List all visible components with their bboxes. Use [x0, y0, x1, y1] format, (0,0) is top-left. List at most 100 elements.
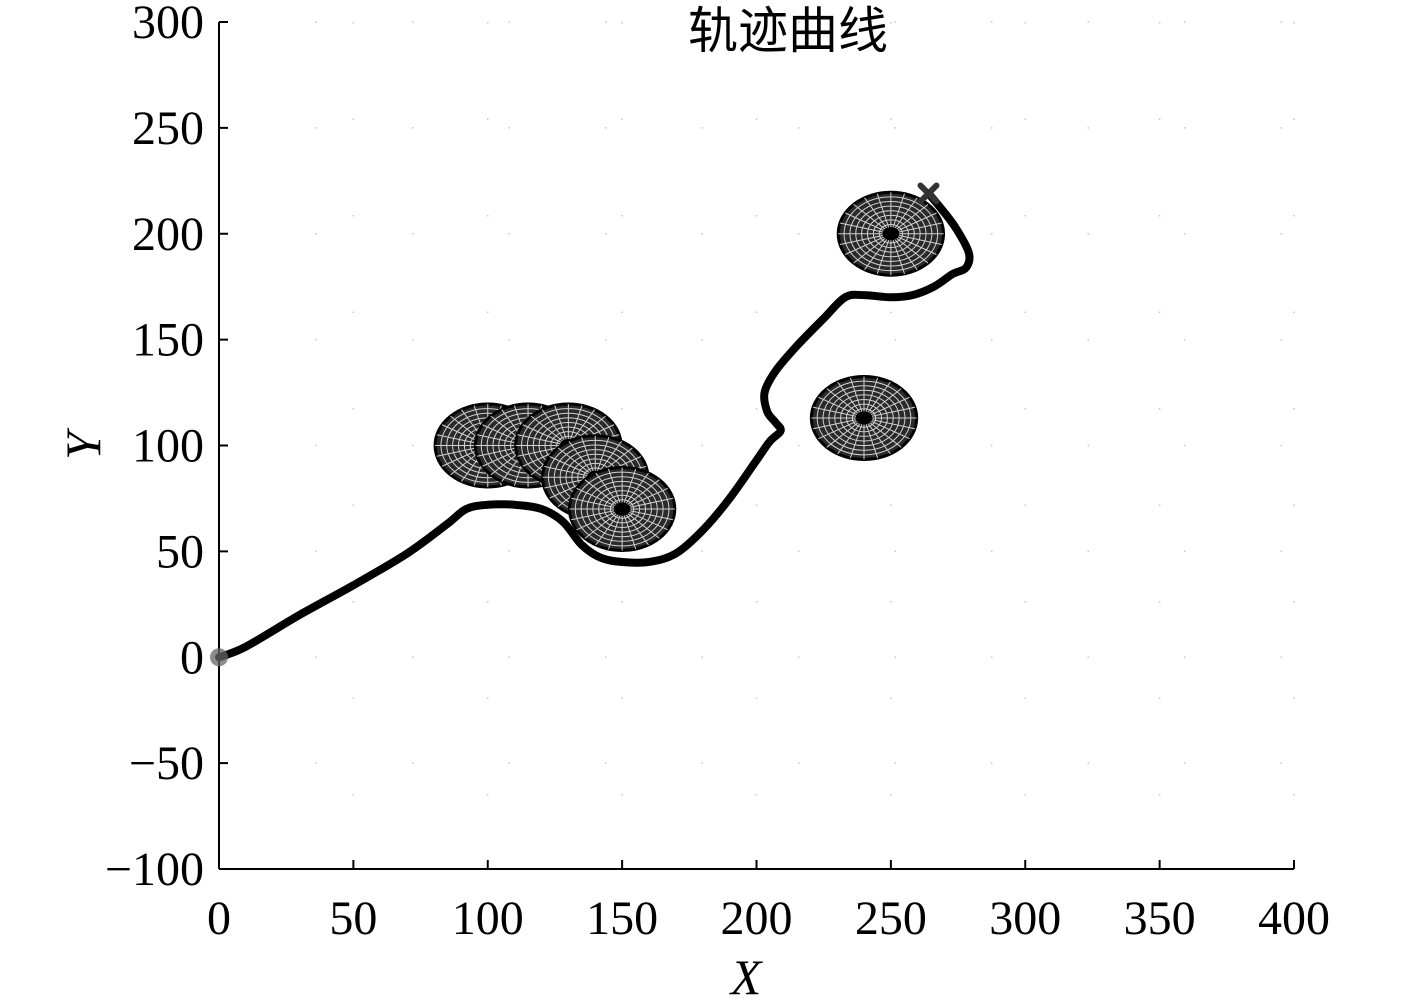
- obstacle-mesh-spoke: [864, 197, 892, 235]
- obstacle-mesh-spoke: [517, 434, 569, 446]
- x-tick-label: 50: [329, 892, 377, 945]
- obstacle-mesh-spoke: [576, 487, 623, 510]
- obstacle-mesh-spoke: [571, 497, 623, 510]
- obstacle-mesh-spoke: [890, 193, 905, 234]
- obstacles: [433, 190, 946, 553]
- obstacle-mesh-spoke: [621, 468, 637, 510]
- y-tick-label: 0: [180, 631, 204, 684]
- obstacle-mesh-spoke: [890, 222, 942, 235]
- y-tick-label: 200: [132, 208, 204, 261]
- obstacle-core: [882, 227, 900, 241]
- obstacle-mesh-spoke: [890, 233, 905, 274]
- obstacle-mesh-spoke: [863, 417, 915, 430]
- obstacle-mesh-spoke: [863, 417, 910, 440]
- obstacle-mesh-spoke: [621, 508, 649, 546]
- obstacle-mesh-spoke: [863, 381, 891, 419]
- y-tick-label: 300: [132, 0, 204, 49]
- y-tick-label: 150: [132, 314, 204, 367]
- obstacle-mesh-spoke: [826, 417, 865, 448]
- trajectory: [215, 189, 974, 662]
- obstacle: [836, 190, 946, 277]
- x-tick-label: 350: [1124, 892, 1196, 945]
- obstacle: [567, 466, 677, 553]
- obstacle-mesh-spoke: [595, 472, 623, 510]
- obstacle-mesh-spoke: [837, 381, 865, 419]
- obstacle-mesh-spoke: [522, 424, 569, 446]
- y-tick-label: 50: [156, 525, 204, 578]
- obstacle-mesh-spoke: [839, 233, 891, 245]
- obstacle-mesh-spoke: [557, 447, 596, 478]
- obstacle-mesh-spoke: [581, 437, 596, 478]
- x-ticks: 0 50 100 150 200 250 300 350 400: [207, 860, 1330, 945]
- y-tick-label: 100: [132, 420, 204, 473]
- axes: [218, 22, 1294, 870]
- start-marker: [210, 648, 228, 667]
- obstacle-mesh-spoke: [608, 468, 623, 510]
- obstacle-mesh-spoke: [584, 508, 623, 539]
- obstacle-mesh-spoke: [837, 417, 865, 455]
- obstacle-mesh-spoke: [890, 233, 937, 255]
- markers: [210, 182, 940, 667]
- goal-marker-stroke: [917, 182, 940, 205]
- obstacle-mesh-spoke: [849, 417, 865, 459]
- obstacle-mesh-spoke: [621, 508, 668, 531]
- obstacle-mesh-spoke: [595, 508, 623, 546]
- obstacle-mesh-spoke: [818, 417, 865, 440]
- obstacle-mesh-spoke: [890, 204, 929, 235]
- obstacle-mesh-spoke: [839, 222, 891, 235]
- obstacle-mesh-spoke: [584, 479, 623, 510]
- obstacle-mesh-spoke: [549, 456, 596, 478]
- y-ticks: −100 −50 0 50 100 150 200 250 300: [105, 0, 228, 896]
- obstacle-mesh-spoke: [818, 396, 865, 419]
- obstacle-mesh-spoke: [813, 406, 865, 419]
- obstacle-mesh-spoke: [890, 233, 942, 245]
- y-axis-title: Y: [55, 427, 111, 460]
- x-tick-label: 300: [989, 892, 1061, 945]
- x-tick-label: 200: [721, 892, 793, 945]
- obstacle-mesh-spoke: [826, 388, 865, 419]
- obstacle-mesh-spoke: [608, 508, 623, 550]
- obstacle-mesh-spoke: [813, 417, 865, 430]
- obstacle-mesh-spoke: [853, 233, 892, 264]
- obstacle-mesh-spoke: [622, 508, 674, 521]
- obstacle-mesh-spoke: [621, 472, 649, 510]
- obstacle-mesh-spoke: [890, 197, 918, 235]
- obstacle-mesh-spoke: [876, 233, 892, 274]
- obstacle-mesh-spoke: [863, 417, 891, 455]
- obstacle-mesh-spoke: [554, 405, 569, 446]
- x-tick-label: 150: [586, 892, 658, 945]
- y-tick-label: −100: [105, 843, 204, 896]
- obstacle-core: [855, 411, 873, 425]
- trajectory-line: [215, 189, 974, 662]
- obstacle-mesh-spoke: [863, 388, 902, 419]
- obstacle-mesh-spoke: [863, 417, 879, 459]
- obstacle-mesh-spoke: [863, 406, 915, 419]
- y-tick-label: 250: [132, 102, 204, 155]
- obstacle-mesh-spoke: [621, 508, 637, 550]
- obstacle-mesh-spoke: [890, 233, 918, 270]
- obstacle: [809, 374, 919, 461]
- obstacle-mesh-spoke: [845, 233, 892, 255]
- x-tick-label: 400: [1258, 892, 1330, 945]
- x-axis-title: X: [729, 949, 764, 999]
- obstacle-mesh-spoke: [849, 377, 865, 419]
- obstacle-mesh-spoke: [568, 441, 596, 478]
- obstacle-mesh-spoke: [621, 508, 660, 539]
- x-tick-label: 100: [452, 892, 524, 945]
- y-tick-label: −50: [129, 737, 204, 790]
- obstacle-mesh-spoke: [864, 233, 892, 270]
- obstacle-mesh-spoke: [890, 233, 929, 264]
- x-tick-label: 0: [207, 892, 231, 945]
- obstacle-mesh-spoke: [876, 193, 892, 234]
- obstacle-mesh-spoke: [863, 377, 879, 419]
- obstacle-mesh-spoke: [530, 415, 569, 446]
- obstacle-mesh-spoke: [890, 212, 937, 235]
- x-tick-label: 250: [855, 892, 927, 945]
- obstacle-mesh-spoke: [863, 396, 910, 419]
- obstacle-mesh-spoke: [863, 417, 902, 448]
- obstacle-mesh-spoke: [622, 497, 674, 510]
- grid: [219, 21, 1295, 869]
- obstacle-mesh-spoke: [576, 508, 623, 531]
